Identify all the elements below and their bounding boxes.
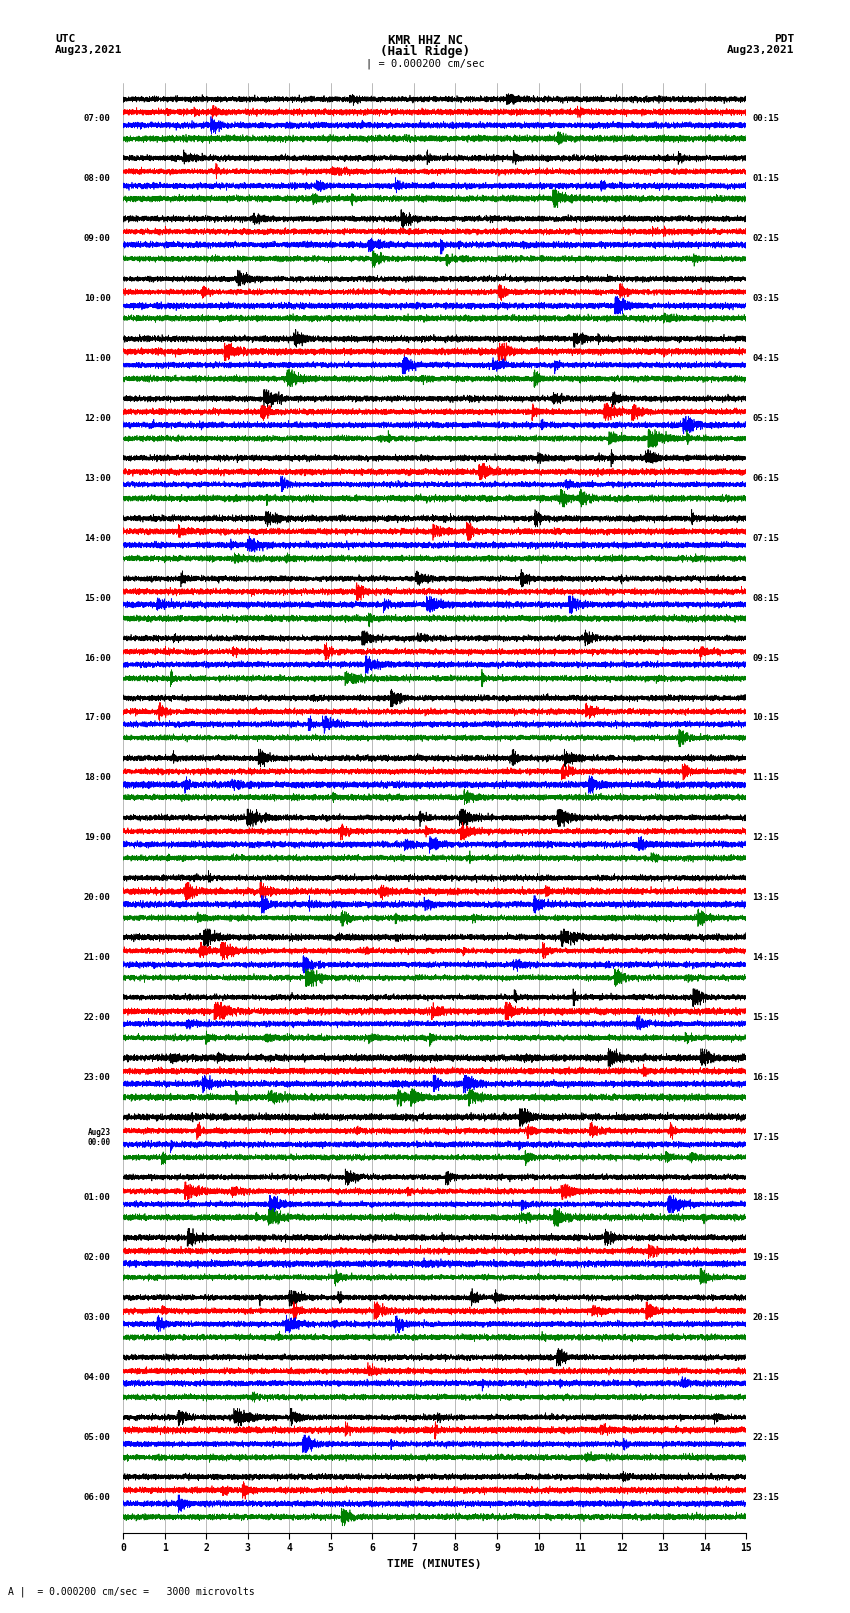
- Text: 13:15: 13:15: [752, 894, 779, 902]
- Text: Aug23
00:00: Aug23 00:00: [88, 1127, 110, 1147]
- Text: 08:15: 08:15: [752, 594, 779, 603]
- Text: 20:00: 20:00: [83, 894, 110, 902]
- Text: 22:00: 22:00: [83, 1013, 110, 1023]
- Text: 19:15: 19:15: [752, 1253, 779, 1261]
- Text: 21:00: 21:00: [83, 953, 110, 963]
- Text: 21:15: 21:15: [752, 1373, 779, 1382]
- Text: 02:15: 02:15: [752, 234, 779, 244]
- Text: 14:15: 14:15: [752, 953, 779, 963]
- Text: 07:00: 07:00: [83, 115, 110, 123]
- Text: 17:00: 17:00: [83, 713, 110, 723]
- Text: 23:15: 23:15: [752, 1492, 779, 1502]
- Text: 11:15: 11:15: [752, 773, 779, 782]
- Text: 03:15: 03:15: [752, 294, 779, 303]
- Text: 12:15: 12:15: [752, 834, 779, 842]
- Text: 09:15: 09:15: [752, 653, 779, 663]
- Text: Aug23,2021: Aug23,2021: [55, 45, 122, 55]
- Text: 06:15: 06:15: [752, 474, 779, 482]
- Text: 05:15: 05:15: [752, 415, 779, 423]
- Text: 03:00: 03:00: [83, 1313, 110, 1321]
- Text: 20:15: 20:15: [752, 1313, 779, 1321]
- Text: 01:00: 01:00: [83, 1194, 110, 1202]
- Text: 04:15: 04:15: [752, 353, 779, 363]
- Text: 17:15: 17:15: [752, 1132, 779, 1142]
- Text: 19:00: 19:00: [83, 834, 110, 842]
- Text: 06:00: 06:00: [83, 1492, 110, 1502]
- Text: 10:00: 10:00: [83, 294, 110, 303]
- Text: 18:00: 18:00: [83, 773, 110, 782]
- Text: 15:15: 15:15: [752, 1013, 779, 1023]
- Text: 08:00: 08:00: [83, 174, 110, 184]
- Text: 07:15: 07:15: [752, 534, 779, 542]
- Text: 16:00: 16:00: [83, 653, 110, 663]
- Text: 15:00: 15:00: [83, 594, 110, 603]
- Text: 05:00: 05:00: [83, 1432, 110, 1442]
- Text: A |  = 0.000200 cm/sec =   3000 microvolts: A | = 0.000200 cm/sec = 3000 microvolts: [8, 1586, 255, 1597]
- Text: 18:15: 18:15: [752, 1194, 779, 1202]
- Text: | = 0.000200 cm/sec: | = 0.000200 cm/sec: [366, 58, 484, 69]
- Text: 14:00: 14:00: [83, 534, 110, 542]
- Text: UTC: UTC: [55, 34, 76, 44]
- Text: 13:00: 13:00: [83, 474, 110, 482]
- Text: 16:15: 16:15: [752, 1073, 779, 1082]
- Text: 04:00: 04:00: [83, 1373, 110, 1382]
- Text: (Hail Ridge): (Hail Ridge): [380, 45, 470, 58]
- Text: 22:15: 22:15: [752, 1432, 779, 1442]
- Text: PDT: PDT: [774, 34, 795, 44]
- Text: 01:15: 01:15: [752, 174, 779, 184]
- Text: Aug23,2021: Aug23,2021: [728, 45, 795, 55]
- Text: 00:15: 00:15: [752, 115, 779, 123]
- Text: 02:00: 02:00: [83, 1253, 110, 1261]
- Text: 11:00: 11:00: [83, 353, 110, 363]
- X-axis label: TIME (MINUTES): TIME (MINUTES): [388, 1560, 482, 1569]
- Text: 12:00: 12:00: [83, 415, 110, 423]
- Text: 10:15: 10:15: [752, 713, 779, 723]
- Text: 23:00: 23:00: [83, 1073, 110, 1082]
- Text: 09:00: 09:00: [83, 234, 110, 244]
- Text: KMR HHZ NC: KMR HHZ NC: [388, 34, 462, 47]
